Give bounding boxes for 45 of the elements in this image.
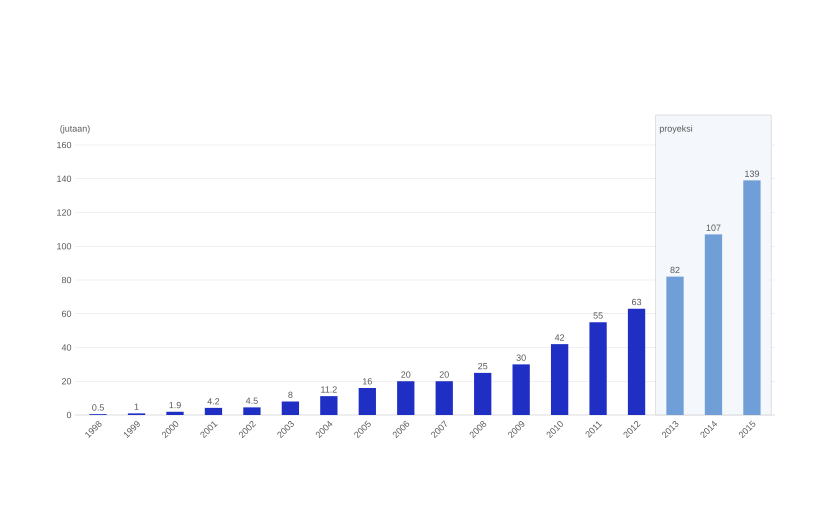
y-tick-label: 20 [62,378,72,384]
y-tick-label: 40 [62,344,72,351]
data-label: 4.5 [246,398,258,404]
bar [743,180,761,415]
data-label: 139 [745,170,759,177]
bar [589,322,607,415]
bar [166,412,184,415]
data-label: 42 [554,334,564,341]
data-label: 82 [670,266,680,274]
bar [474,372,492,415]
y-tick-label: 120 [57,209,72,216]
data-label: 30 [516,354,526,361]
bar [512,364,530,415]
data-label: 0.5 [92,404,104,411]
data-label: 107 [706,224,720,231]
bar [320,396,338,415]
data-label: 8 [288,392,292,398]
bar [628,308,646,415]
data-label: 4.2 [207,398,220,404]
data-label: 20 [440,371,449,378]
bar [204,408,222,415]
data-label: 55 [593,312,603,319]
y-tick-label: 160 [57,142,72,148]
bar [282,402,300,415]
bar [397,381,414,415]
y-tick-label: 100 [57,243,72,250]
bar [666,276,684,415]
bar [704,234,722,415]
bar [436,381,453,415]
data-label: 11.2 [321,386,337,393]
y-tick-label: 60 [62,310,72,317]
y-tick-label: 0 [66,412,72,418]
y-axis-title: (jutaan) [60,125,90,134]
bar [358,388,376,415]
bar [243,407,261,415]
y-tick-label: 80 [62,276,72,284]
data-label: 1.9 [169,402,181,408]
y-tick-label: 140 [57,176,72,182]
data-label: 25 [478,362,488,370]
data-label: 20 [401,371,410,378]
data-label: 1 [134,404,139,410]
data-label: 63 [632,298,642,306]
data-label: 16 [363,378,372,384]
bar [550,344,568,415]
band-label: proyeksi [660,125,692,134]
